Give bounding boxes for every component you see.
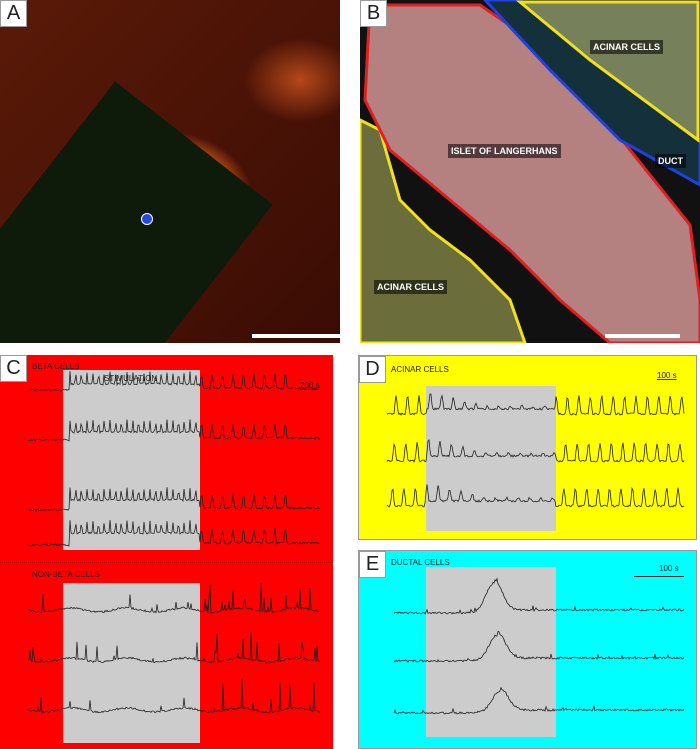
acinar-region-top — [515, 0, 700, 143]
label-duct: DUCT — [655, 154, 686, 168]
non-beta-cell-trace — [27, 678, 321, 714]
panel-d-acinar-traces: D ACINAR CELLS 100 s — [358, 355, 697, 540]
calcium-traces-d — [386, 393, 685, 508]
calcium-traces-c — [27, 371, 321, 714]
acinar-cell-trace — [386, 484, 685, 508]
panel-e-letter: E — [359, 551, 386, 578]
panel-b-letter: B — [360, 0, 387, 27]
panel-c-beta-nonbeta-traces: C BETA CELLS STIMULATION 200 s NON-BETA … — [0, 355, 333, 749]
label-islet: ISLET OF LANGERHANS — [448, 144, 561, 158]
scale-bar — [605, 334, 680, 338]
region-outlines — [360, 0, 700, 343]
beta-cell-trace — [27, 419, 320, 442]
non-beta-cell-trace — [27, 631, 321, 664]
label-acinar-top: ACINAR CELLS — [590, 40, 663, 54]
scale-bar — [634, 576, 684, 577]
panel-d-letter: D — [359, 356, 386, 383]
beta-cell-trace — [27, 520, 321, 547]
stimulation-window — [426, 567, 556, 737]
acinar-cells-title: ACINAR CELLS — [391, 365, 449, 374]
stimulation-window-beta — [63, 370, 200, 550]
panel-e-ductal-traces: E DUCTAL CELLS 100 s — [358, 550, 697, 749]
scale-label: 100 s — [657, 371, 677, 380]
panel-c-letter: C — [0, 355, 27, 382]
divider — [0, 562, 333, 563]
ductal-cell-trace — [393, 686, 685, 715]
beta-cell-trace — [27, 371, 321, 392]
ductal-cells-title: DUCTAL CELLS — [391, 558, 450, 567]
panel-a-microscopy-image: A — [0, 0, 340, 343]
beta-cells-title: BETA CELLS — [32, 362, 80, 371]
scale-label: 200 s — [300, 381, 320, 390]
beta-cell-trace — [27, 487, 321, 512]
acinar-cell-trace — [386, 439, 685, 463]
ductal-cell-trace — [393, 630, 685, 663]
marker-dot — [141, 213, 153, 225]
panel-a-letter: A — [0, 0, 27, 27]
label-acinar-bottom: ACINAR CELLS — [374, 280, 447, 294]
tissue-gap — [0, 81, 273, 343]
stimulation-window — [426, 386, 556, 531]
acinar-cell-trace — [386, 393, 685, 416]
panel-b-segmented-image: B ACINAR CELLS ISLET OF LANGERHANS DUCT … — [360, 0, 700, 343]
non-beta-cells-title: NON-BETA CELLS — [32, 570, 100, 579]
non-beta-cell-trace — [27, 583, 321, 614]
scale-bar — [252, 334, 340, 338]
stimulation-label: STIMULATION — [104, 374, 158, 383]
calcium-traces-e — [393, 577, 685, 715]
scale-label: 100 s — [659, 564, 679, 573]
ductal-cell-trace — [393, 577, 685, 615]
